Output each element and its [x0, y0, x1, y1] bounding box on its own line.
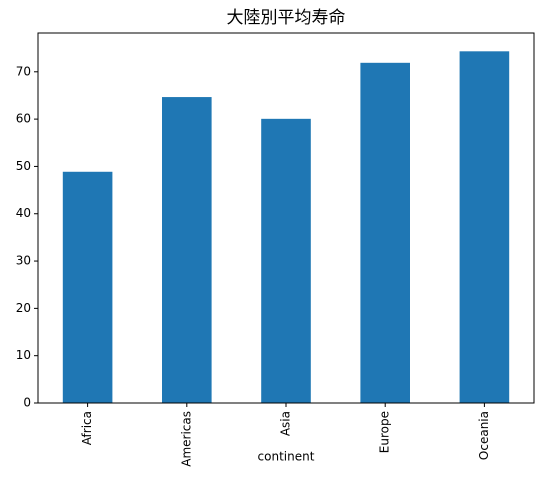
y-tick-label: 40: [16, 206, 31, 220]
x-tick-label: Europe: [378, 411, 392, 453]
y-tick-label: 60: [16, 112, 31, 126]
bar: [162, 97, 212, 404]
y-tick-label: 0: [23, 396, 31, 410]
y-tick-label: 70: [16, 64, 31, 78]
y-tick-label: 30: [16, 254, 31, 268]
x-tick-label: Africa: [80, 411, 94, 445]
y-tick-label: 50: [16, 159, 31, 173]
x-tick-label: Oceania: [477, 411, 491, 460]
y-tick-label: 10: [16, 348, 31, 362]
y-tick-label: 20: [16, 301, 31, 315]
bar: [459, 51, 510, 404]
bar: [360, 62, 410, 403]
x-tick-label: Americas: [179, 411, 193, 467]
bar: [62, 171, 113, 403]
bar: [261, 118, 311, 403]
plot-frame: [37, 32, 535, 404]
chart-title: 大陸別平均寿命: [227, 8, 346, 28]
x-tick-label: Asia: [279, 411, 293, 436]
x-axis-label: continent: [258, 450, 315, 464]
